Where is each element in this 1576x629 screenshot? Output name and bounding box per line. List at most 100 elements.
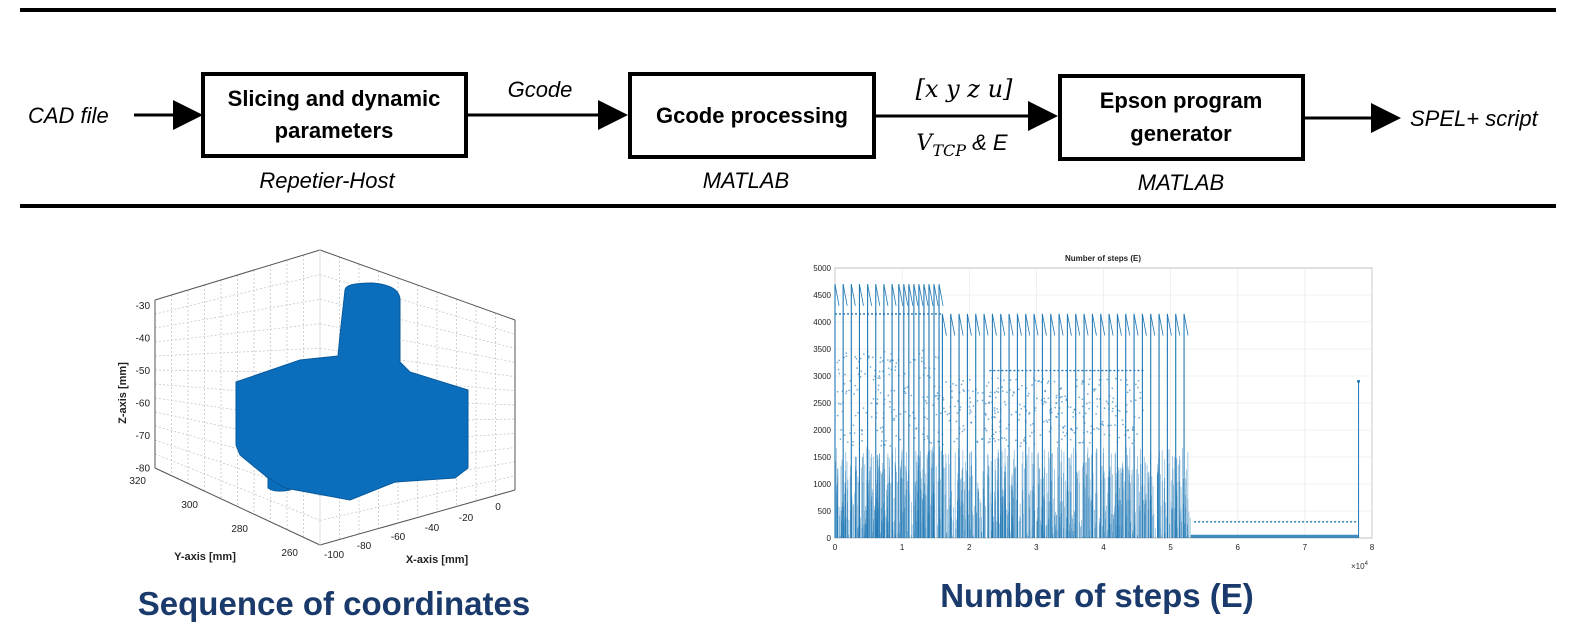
series-point [906, 386, 909, 388]
series-point [992, 433, 995, 436]
series-point [1061, 395, 1063, 398]
chart-y-tick-label: 2500 [813, 399, 831, 408]
series-point [877, 377, 880, 379]
chart-series [834, 284, 1361, 538]
series-point [878, 375, 881, 377]
series-point [963, 428, 966, 431]
series-point [845, 352, 848, 354]
series-point [924, 399, 927, 402]
series-point [904, 387, 906, 390]
series-point [1071, 429, 1074, 432]
series-peak-slope [1050, 313, 1056, 336]
series-point [881, 360, 884, 362]
series-point [997, 391, 1000, 394]
series-point [857, 411, 860, 414]
series-point [972, 405, 975, 407]
series-point [960, 383, 963, 386]
series-spike-point [1357, 379, 1361, 383]
series-point [889, 400, 892, 403]
series-point [888, 406, 891, 408]
series-point [1046, 421, 1049, 424]
y-tick-label: 320 [129, 476, 146, 487]
x-tick-label: -100 [324, 550, 344, 561]
series-point [1088, 441, 1091, 444]
series-point [1076, 378, 1078, 381]
series-point [1005, 427, 1008, 430]
series-point [935, 413, 938, 416]
series-point [1029, 435, 1031, 437]
series-point [1084, 412, 1087, 415]
steps-chart: Number of steps (E) 05001000150020002500… [813, 254, 1375, 614]
series-point [1126, 383, 1129, 386]
series-point [1043, 397, 1046, 400]
series-point [1128, 436, 1130, 439]
series-point [1096, 398, 1099, 400]
series-point [1055, 394, 1058, 397]
box-epson-generator [1058, 74, 1305, 161]
series-peak-slope [1141, 313, 1147, 336]
series-peak-slope [938, 284, 944, 306]
series-point [959, 408, 962, 411]
series-point [1107, 402, 1109, 405]
series-point [946, 413, 949, 416]
series-point [1069, 438, 1072, 441]
series-point [985, 429, 988, 432]
series-point [993, 409, 996, 412]
series-point [1015, 411, 1017, 413]
series-point [1127, 429, 1129, 432]
series-point [862, 353, 865, 356]
series-point [881, 426, 884, 429]
series-point [976, 399, 979, 402]
series-point [1059, 396, 1062, 399]
series-point [1087, 383, 1090, 386]
box-slicing-title-2: parameters [275, 118, 394, 143]
series-point [1028, 411, 1031, 414]
series-point [892, 419, 895, 422]
series-peak-slope [1166, 313, 1172, 336]
series-point [1004, 403, 1007, 406]
series-point [969, 409, 972, 411]
series-point [1006, 391, 1008, 394]
series-point [1053, 380, 1056, 383]
series-point [869, 366, 872, 368]
series-peak-slope [913, 284, 919, 306]
chart-y-tick-label: 500 [818, 507, 832, 516]
series-point [1139, 397, 1142, 399]
series-point [953, 440, 956, 443]
chart-x-tick-label: 4 [1101, 543, 1106, 552]
series-peak-slope [1133, 313, 1139, 336]
series-point [1072, 416, 1075, 418]
series-point [996, 407, 999, 410]
series-point [1009, 379, 1012, 381]
series-point [870, 402, 873, 405]
series-point [968, 412, 971, 415]
series-point [856, 388, 859, 391]
series-point [1134, 383, 1137, 386]
series-point [892, 359, 895, 362]
series-point [996, 377, 999, 380]
series-point [838, 372, 841, 375]
series-point [881, 370, 884, 373]
series-point [1032, 422, 1034, 425]
output-label: SPEL+ script [1410, 106, 1539, 131]
series-point [837, 368, 840, 371]
series-point [976, 441, 979, 444]
series-point [849, 432, 852, 435]
series-point [936, 394, 938, 397]
series-point [1062, 431, 1065, 434]
series-point [848, 389, 851, 392]
series-point [1023, 405, 1026, 408]
series-point [1017, 388, 1020, 391]
z-axis-label: Z-axis [mm] [117, 362, 129, 424]
series-point [887, 367, 890, 370]
series-point [943, 407, 945, 410]
series-point [984, 402, 987, 405]
series-point [1057, 412, 1059, 415]
chart-y-tick-label: 4000 [813, 318, 831, 327]
series-peak-slope [859, 284, 864, 306]
series-point [952, 382, 954, 385]
series-point [987, 418, 990, 421]
series-point [899, 413, 902, 415]
series-point [963, 390, 966, 393]
